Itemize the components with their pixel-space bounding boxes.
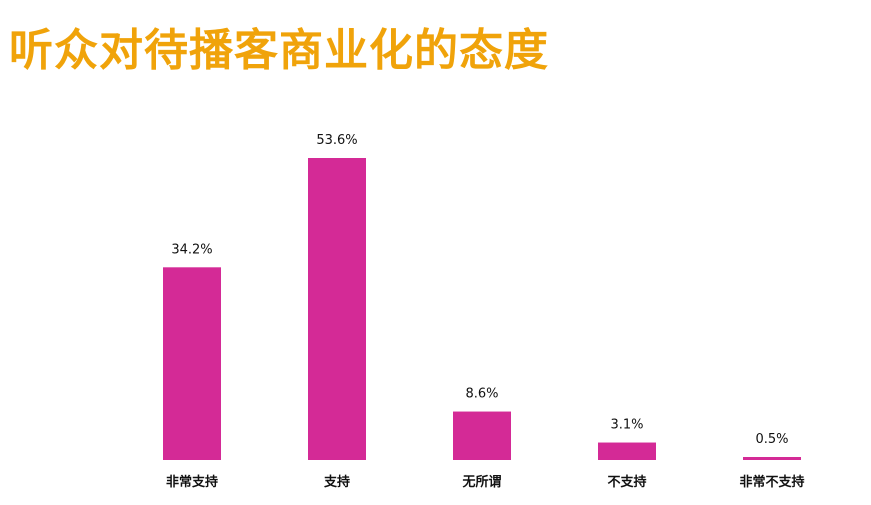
value-label-5: 0.5% <box>755 432 788 447</box>
category-label-4: 不支持 <box>607 474 646 490</box>
category-labels-group: 非常支持 支持 无所谓 不支持 非常不支持 <box>166 474 805 490</box>
bar-1 <box>163 267 221 460</box>
bar-2 <box>308 158 366 460</box>
category-label-1: 非常支持 <box>166 474 218 490</box>
category-label-2: 支持 <box>323 474 350 490</box>
bars-group <box>163 158 801 460</box>
value-label-4: 3.1% <box>610 418 643 433</box>
value-labels-group: 34.2% 53.6% 8.6% 3.1% 0.5% <box>171 133 788 447</box>
category-label-3: 无所谓 <box>461 474 501 490</box>
category-label-5: 非常不支持 <box>739 474 804 490</box>
value-label-2: 53.6% <box>316 133 357 148</box>
bar-3 <box>453 411 511 460</box>
bar-5 <box>743 457 801 460</box>
value-label-1: 34.2% <box>171 242 212 257</box>
chart-title: 听众对待播客商业化的态度 <box>9 25 549 76</box>
bar-4 <box>598 442 656 460</box>
value-label-3: 8.6% <box>465 387 498 402</box>
